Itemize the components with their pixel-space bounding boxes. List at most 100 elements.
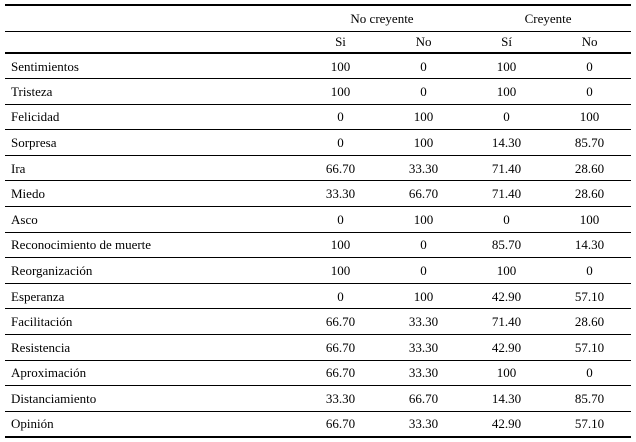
- value-cell: 14.30: [491, 135, 522, 151]
- value-cell: 0: [337, 288, 344, 304]
- value-cell: 100: [579, 211, 600, 227]
- table-row: Sentimientos 100 0 100 0: [5, 53, 632, 79]
- row-label: Reorganización: [11, 263, 93, 279]
- row-label: Asco: [11, 211, 38, 227]
- value-cell: 33.30: [408, 314, 439, 330]
- value-cell: 66.70: [408, 391, 439, 407]
- value-cell: 33.30: [325, 186, 356, 202]
- value-cell: 0: [586, 365, 593, 381]
- value-cell: 100: [330, 237, 351, 253]
- value-cell: 71.40: [491, 314, 522, 330]
- value-cell: 33.30: [408, 365, 439, 381]
- value-cell: 0: [337, 135, 344, 151]
- table-row: Asco 0 100 0 100: [5, 207, 632, 233]
- value-cell: 57.10: [574, 416, 605, 432]
- table-row: Miedo 33.30 66.70 71.40 28.60: [5, 181, 632, 207]
- value-cell: 0: [337, 211, 344, 227]
- value-cell: 57.10: [574, 339, 605, 355]
- table-row: Felicidad 0 100 0 100: [5, 104, 632, 130]
- value-cell: 100: [579, 109, 600, 125]
- value-cell: 66.70: [408, 186, 439, 202]
- value-cell: 100: [413, 288, 434, 304]
- group-header-row: No creyente Creyente: [5, 5, 632, 31]
- table-row: Esperanza 0 100 42.90 57.10: [5, 283, 632, 309]
- value-cell: 0: [420, 263, 427, 279]
- value-cell: 28.60: [574, 160, 605, 176]
- row-label: Ira: [11, 160, 26, 176]
- table-row: Reconocimiento de muerte 100 0 85.70 14.30: [5, 232, 632, 258]
- table-body: Sentimientos 100 0 100 0 Tristeza 100 0 100 0 Feli…: [5, 53, 632, 437]
- value-cell: 66.70: [325, 314, 356, 330]
- row-label: Tristeza: [11, 83, 53, 99]
- value-cell: 0: [420, 83, 427, 99]
- value-cell: 85.70: [574, 391, 605, 407]
- col-group-creyente: Creyente: [524, 10, 572, 26]
- value-cell: 0: [586, 83, 593, 99]
- table-row: Distanciamiento 33.30 66.70 14.30 85.70: [5, 386, 632, 412]
- value-cell: 42.90: [491, 288, 522, 304]
- value-cell: 100: [496, 58, 517, 74]
- row-label: Distanciamiento: [11, 391, 97, 407]
- value-cell: 0: [586, 263, 593, 279]
- row-label: Felicidad: [11, 109, 60, 125]
- sub-header-si-creyente: Sí: [501, 34, 512, 50]
- value-cell: 14.30: [491, 391, 522, 407]
- value-cell: 71.40: [491, 186, 522, 202]
- col-group-no-creyente: No creyente: [350, 10, 414, 26]
- row-label: Miedo: [11, 186, 45, 202]
- value-cell: 0: [503, 109, 510, 125]
- value-cell: 42.90: [491, 339, 522, 355]
- value-cell: 33.30: [408, 160, 439, 176]
- value-cell: 66.70: [325, 365, 356, 381]
- value-cell: 28.60: [574, 314, 605, 330]
- value-cell: 66.70: [325, 416, 356, 432]
- table-row: Facilitación 66.70 33.30 71.40 28.60: [5, 309, 632, 335]
- value-cell: 33.30: [408, 416, 439, 432]
- value-cell: 100: [330, 263, 351, 279]
- value-cell: 100: [330, 83, 351, 99]
- value-cell: 0: [337, 109, 344, 125]
- sub-header-row: Si No Sí No: [5, 31, 632, 53]
- table-row: Opinión 66.70 33.30 42.90 57.10: [5, 411, 632, 437]
- row-label: Reconocimiento de muerte: [11, 237, 152, 253]
- table-row: Ira 66.70 33.30 71.40 28.60: [5, 155, 632, 181]
- value-cell: 33.30: [325, 391, 356, 407]
- value-cell: 0: [420, 58, 427, 74]
- sub-header-empty: [5, 31, 299, 53]
- value-cell: 33.30: [408, 339, 439, 355]
- value-cell: 71.40: [491, 160, 522, 176]
- row-label: Facilitación: [11, 314, 73, 330]
- value-cell: 100: [496, 83, 517, 99]
- sub-header-no-creyente: No: [581, 34, 598, 50]
- table-row: Sorpresa 0 100 14.30 85.70: [5, 130, 632, 156]
- row-label: Sorpresa: [11, 135, 57, 151]
- value-cell: 100: [496, 365, 517, 381]
- value-cell: 100: [413, 211, 434, 227]
- value-cell: 28.60: [574, 186, 605, 202]
- table-row: Reorganización 100 0 100 0: [5, 258, 632, 284]
- value-cell: 66.70: [325, 160, 356, 176]
- value-cell: 57.10: [574, 288, 605, 304]
- table-row: Resistencia 66.70 33.30 42.90 57.10: [5, 335, 632, 361]
- value-cell: 100: [413, 135, 434, 151]
- table-header: No creyente Creyente Si No Sí No: [5, 5, 632, 53]
- value-cell: 100: [496, 263, 517, 279]
- table-row: Aproximación 66.70 33.30 100 0: [5, 360, 632, 386]
- value-cell: 14.30: [574, 237, 605, 253]
- value-cell: 85.70: [574, 135, 605, 151]
- table-row: Tristeza 100 0 100 0: [5, 79, 632, 105]
- value-cell: 100: [330, 58, 351, 74]
- row-label: Esperanza: [11, 288, 65, 304]
- results-table: No creyente Creyente Si No Sí No Sentimi…: [5, 4, 632, 438]
- corner-cell: [5, 5, 299, 31]
- row-label: Sentimientos: [11, 58, 79, 74]
- sub-header-si-no-creyente: Si: [335, 34, 346, 50]
- row-label: Resistencia: [11, 339, 71, 355]
- value-cell: 100: [413, 109, 434, 125]
- value-cell: 66.70: [325, 339, 356, 355]
- sub-header-no-no-creyente: No: [415, 34, 432, 50]
- value-cell: 42.90: [491, 416, 522, 432]
- value-cell: 0: [586, 58, 593, 74]
- value-cell: 85.70: [491, 237, 522, 253]
